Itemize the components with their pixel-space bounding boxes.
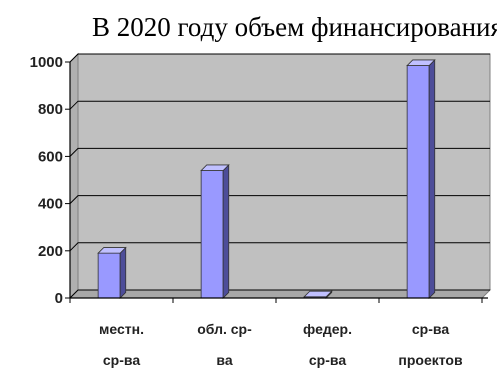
bar-side bbox=[428, 58, 436, 299]
y-tick-label: 0 bbox=[55, 290, 63, 307]
bar bbox=[406, 58, 436, 299]
bar-top bbox=[200, 164, 230, 171]
gridline bbox=[69, 100, 490, 110]
gridline bbox=[69, 195, 490, 204]
y-tick-label: 800 bbox=[38, 101, 63, 118]
y-tick-label: 1000 bbox=[30, 54, 63, 71]
gridline bbox=[69, 242, 490, 252]
bar-front bbox=[200, 170, 224, 299]
x-tick-label: ва bbox=[216, 352, 232, 368]
bar-side bbox=[222, 163, 230, 299]
x-tick-label: местн. bbox=[99, 321, 144, 337]
bar-top bbox=[406, 59, 436, 66]
x-tick-label: ср-ва bbox=[309, 352, 346, 368]
x-tick-label: обл. ср- bbox=[197, 321, 252, 337]
gridline bbox=[69, 53, 490, 63]
bar bbox=[303, 290, 333, 299]
x-tick-label: ср-ва bbox=[412, 321, 449, 337]
gridline bbox=[69, 147, 490, 157]
bar-front bbox=[406, 65, 430, 299]
gridline bbox=[69, 289, 490, 299]
plot-side-wall bbox=[69, 52, 79, 300]
bar bbox=[97, 246, 127, 299]
bar bbox=[200, 163, 230, 299]
chart-heading: В 2020 году объем финансирования bbox=[92, 12, 497, 42]
x-tick-label: федер. bbox=[303, 321, 352, 337]
x-tick-label: ср-ва bbox=[103, 352, 140, 368]
y-tick-label: 200 bbox=[38, 243, 63, 260]
bar-front bbox=[97, 252, 121, 299]
bar-side bbox=[119, 246, 127, 299]
y-tick-label: 600 bbox=[38, 148, 63, 165]
bar-top bbox=[303, 290, 333, 298]
y-tick-label: 400 bbox=[38, 196, 63, 213]
bar-top bbox=[97, 247, 127, 254]
x-tick-label: проектов bbox=[398, 352, 463, 368]
